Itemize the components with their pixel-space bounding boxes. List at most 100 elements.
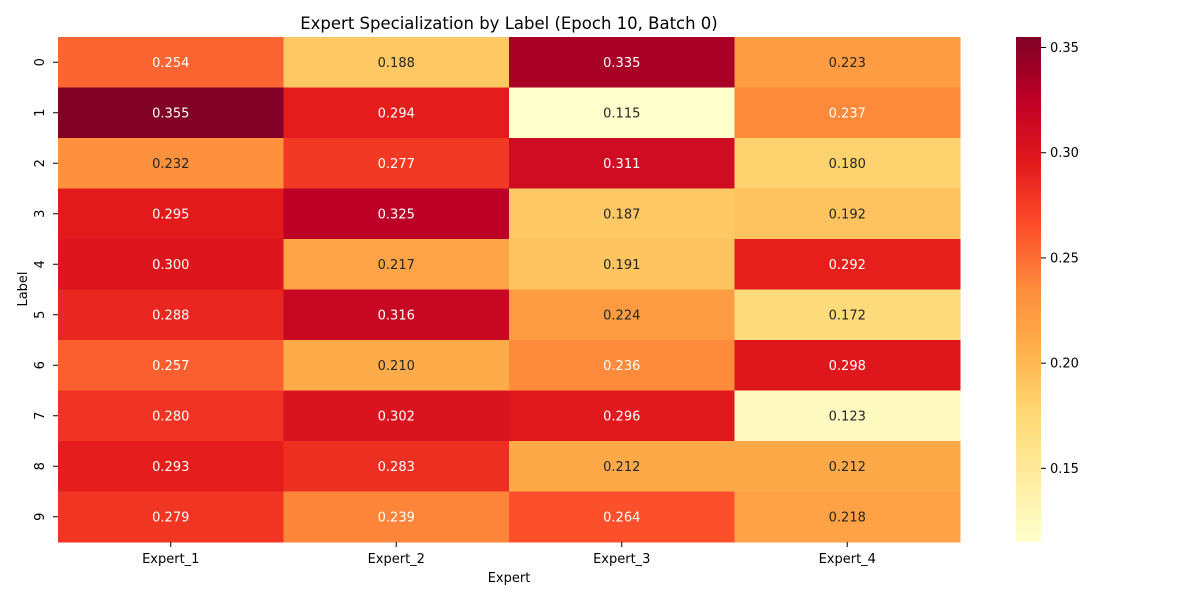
x-axis-label: Expert [488,571,531,586]
cell-value-label: 0.325 [378,207,415,222]
heatmap-cell [509,138,735,189]
heatmap-cell [734,138,961,189]
colorbar-tick-label: 0.20 [1050,357,1079,372]
heatmap-cell [283,138,510,189]
heatmap-cell [58,491,284,543]
cell-value-label: 0.218 [829,510,866,525]
colorbar-tick-label: 0.15 [1050,462,1079,477]
cell-value-label: 0.212 [829,460,866,475]
cell-value-label: 0.257 [152,359,189,374]
cell-value-label: 0.335 [603,56,640,71]
cell-value-label: 0.172 [829,308,866,323]
chart-title: Expert Specialization by Label (Epoch 10… [300,14,718,33]
heatmap-cell [58,188,284,240]
heatmap-cell [734,239,961,290]
cell-value-label: 0.280 [152,409,189,424]
cell-value-label: 0.191 [603,258,640,273]
cell-value-label: 0.316 [378,308,415,323]
colorbar: 0.15 0.20 0.25 0.30 0.35 [1016,37,1079,542]
y-tick-label: 8 [33,462,48,470]
cell-value-label: 0.279 [152,510,189,525]
heatmap-cell [58,87,284,139]
cell-value-label: 0.293 [152,460,189,475]
y-tick-label: 4 [33,260,48,268]
heatmap-cell [283,239,510,290]
cell-value-label: 0.192 [829,207,866,222]
cell-value-label: 0.283 [378,460,415,475]
colorbar-ticks: 0.15 0.20 0.25 0.30 0.35 [1041,41,1079,477]
heatmap-cell [283,491,510,543]
y-axis-label: Label [16,271,31,306]
heatmap-cell [734,491,961,543]
heatmap-cell [58,289,284,341]
x-tick-label: Expert_4 [819,552,876,567]
heatmap-cell [509,289,735,341]
cell-value-label: 0.115 [603,106,640,121]
heatmap-cell [734,390,961,442]
x-tick-label: Expert_3 [593,552,650,567]
cell-value-label: 0.236 [603,359,640,374]
heatmap-cell [58,441,284,492]
cell-value-label: 0.123 [829,409,866,424]
colorbar-gradient [1016,37,1041,542]
cell-value-label: 0.210 [378,359,415,374]
x-axis: Expert_1 Expert_2 Expert_3 Expert_4 [142,542,876,567]
cell-value-label: 0.298 [829,359,866,374]
cell-value-label: 0.288 [152,308,189,323]
y-tick-label: 0 [33,58,48,66]
cell-value-label: 0.294 [378,106,415,121]
y-tick-label: 5 [33,311,48,319]
y-tick-label: 3 [33,210,48,218]
cell-value-label: 0.223 [829,56,866,71]
y-axis: 0 1 2 3 4 5 6 7 8 9 [33,58,58,521]
heatmap-cell [283,390,510,442]
heatmap-cell [283,37,510,88]
cell-value-label: 0.232 [152,157,189,172]
heatmap-cell [734,188,961,240]
cell-value-label: 0.355 [152,106,189,121]
heatmap-cell [734,87,961,139]
heatmap-cell [509,340,735,391]
heatmap-cell [58,138,284,189]
y-tick-label: 7 [33,412,48,420]
x-tick-label: Expert_2 [368,552,425,567]
y-tick-label: 9 [33,513,48,521]
cell-value-label: 0.237 [829,106,866,121]
cell-value-label: 0.217 [378,258,415,273]
cell-value-label: 0.188 [378,56,415,71]
heatmap-cell [734,441,961,492]
cell-value-label: 0.187 [603,207,640,222]
heatmap-cell [734,289,961,341]
heatmap-cells: 0.254 0.188 0.335 0.223 0.355 0.294 0.115 0.237… [58,37,961,543]
heatmap-cell [58,390,284,442]
cell-value-label: 0.239 [378,510,415,525]
heatmap-cell [283,340,510,391]
heatmap-cell [509,239,735,290]
heatmap-cell [283,289,510,341]
cell-value-label: 0.264 [603,510,640,525]
cell-value-label: 0.277 [378,157,415,172]
heatmap-cell [283,188,510,240]
cell-value-label: 0.292 [829,258,866,273]
cell-value-label: 0.311 [603,157,640,172]
heatmap-cell [509,491,735,543]
y-tick-label: 6 [33,361,48,369]
heatmap-cell [58,239,284,290]
colorbar-tick-label: 0.30 [1050,146,1079,161]
heatmap-cell [58,37,284,88]
cell-value-label: 0.295 [152,207,189,222]
cell-value-label: 0.296 [603,409,640,424]
x-tick-label: Expert_1 [142,552,199,567]
cell-value-label: 0.212 [603,460,640,475]
colorbar-tick-label: 0.25 [1050,251,1079,266]
heatmap-cell [58,340,284,391]
y-tick-label: 2 [33,159,48,167]
heatmap-cell [283,87,510,139]
cell-value-label: 0.302 [378,409,415,424]
heatmap-cell [509,87,735,139]
heatmap-cell [509,390,735,442]
heatmap-cell [734,37,961,88]
cell-value-label: 0.224 [603,308,640,323]
